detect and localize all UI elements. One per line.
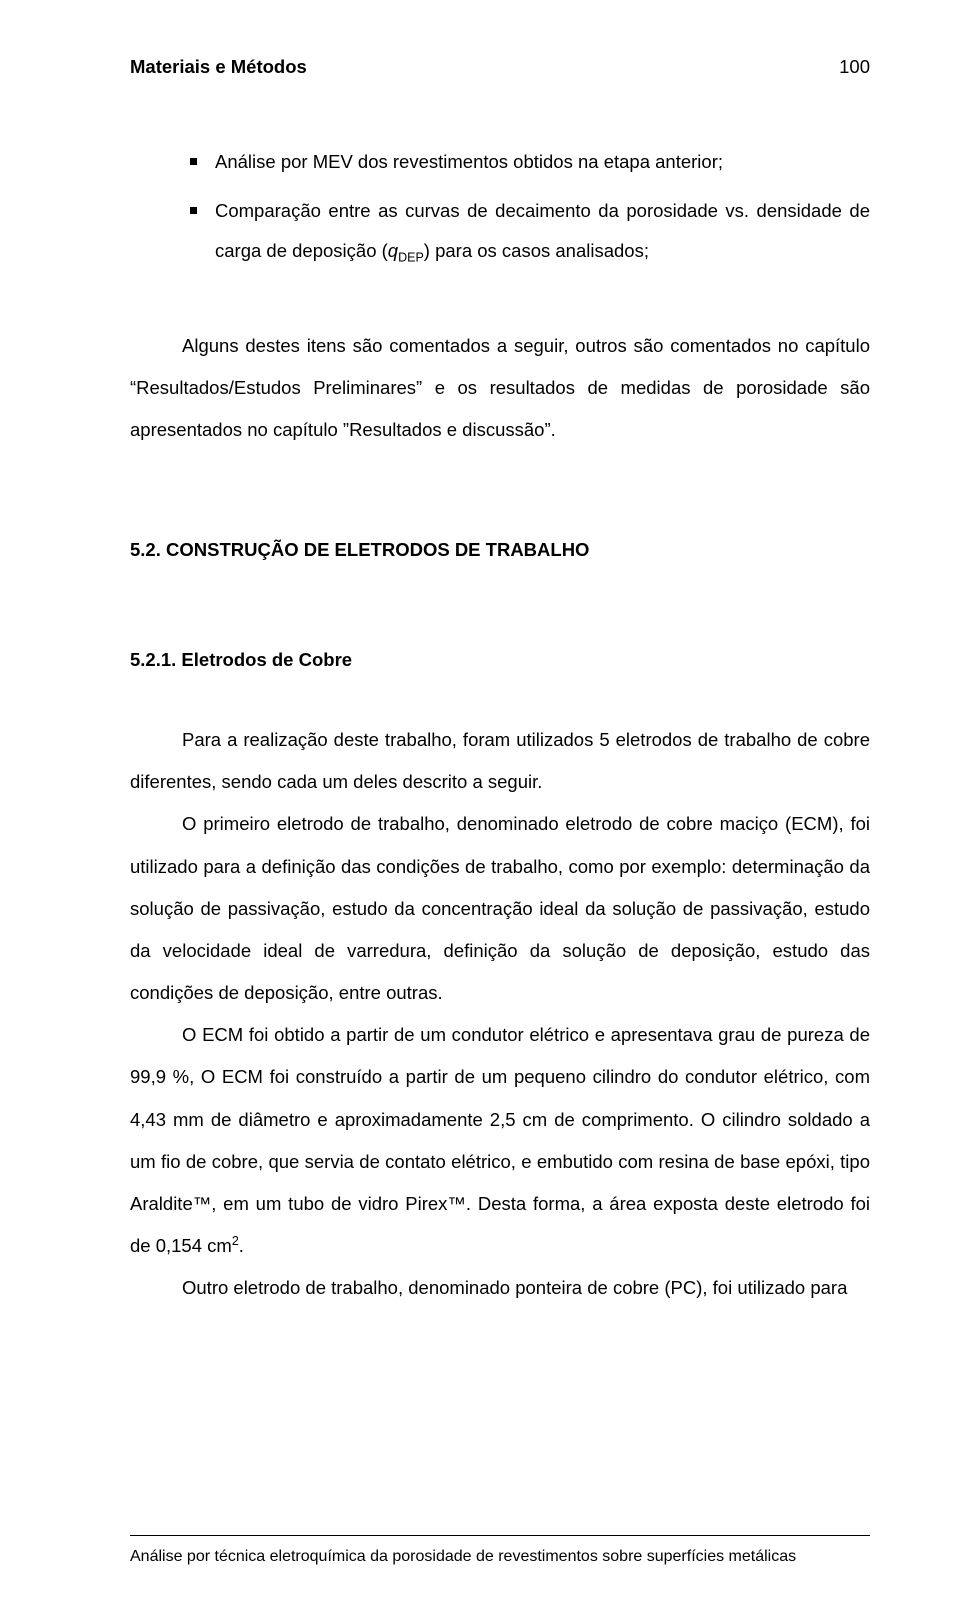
- footer-text: Análise por técnica eletroquímica da por…: [130, 1548, 870, 1566]
- body-paragraph: Outro eletrodo de trabalho, denominado p…: [130, 1267, 870, 1309]
- list-item: Comparação entre as curvas de decaimento…: [190, 191, 870, 273]
- header-title: Materiais e Métodos: [130, 56, 307, 78]
- footer-divider: [130, 1535, 870, 1536]
- list-item: Análise por MEV dos revestimentos obtido…: [190, 142, 870, 183]
- superscript-2: 2: [232, 1234, 239, 1248]
- body-paragraph: Para a realização deste trabalho, foram …: [130, 719, 870, 803]
- paragraph-text: O ECM foi obtido a partir de um condutor…: [130, 1024, 870, 1256]
- header-page-number: 100: [839, 56, 870, 78]
- intro-paragraph-block: Alguns destes itens são comentados a seg…: [130, 325, 870, 452]
- bullet-square-icon: [190, 158, 197, 165]
- bullet-square-icon: [190, 207, 197, 214]
- subsection-heading: 5.2.1. Eletrodos de Cobre: [130, 649, 870, 671]
- body-paragraph: O ECM foi obtido a partir de um condutor…: [130, 1014, 870, 1267]
- page-header: Materiais e Métodos 100: [130, 56, 870, 78]
- bullet-list: Análise por MEV dos revestimentos obtido…: [130, 142, 870, 273]
- bullet-text-part: ) para os casos analisados;: [424, 240, 649, 261]
- variable-q: q: [388, 240, 398, 261]
- bullet-text: Comparação entre as curvas de decaimento…: [215, 191, 870, 273]
- section-heading: 5.2. CONSTRUÇÃO DE ELETRODOS DE TRABALHO: [130, 539, 870, 561]
- intro-paragraph: Alguns destes itens são comentados a seg…: [130, 325, 870, 452]
- subscript-dep: DEP: [398, 251, 424, 265]
- bullet-text: Análise por MEV dos revestimentos obtido…: [215, 142, 870, 183]
- paragraph-text: .: [239, 1235, 244, 1256]
- page: Materiais e Métodos 100 Análise por MEV …: [0, 0, 960, 1612]
- body-paragraph: O primeiro eletrodo de trabalho, denomin…: [130, 803, 870, 1014]
